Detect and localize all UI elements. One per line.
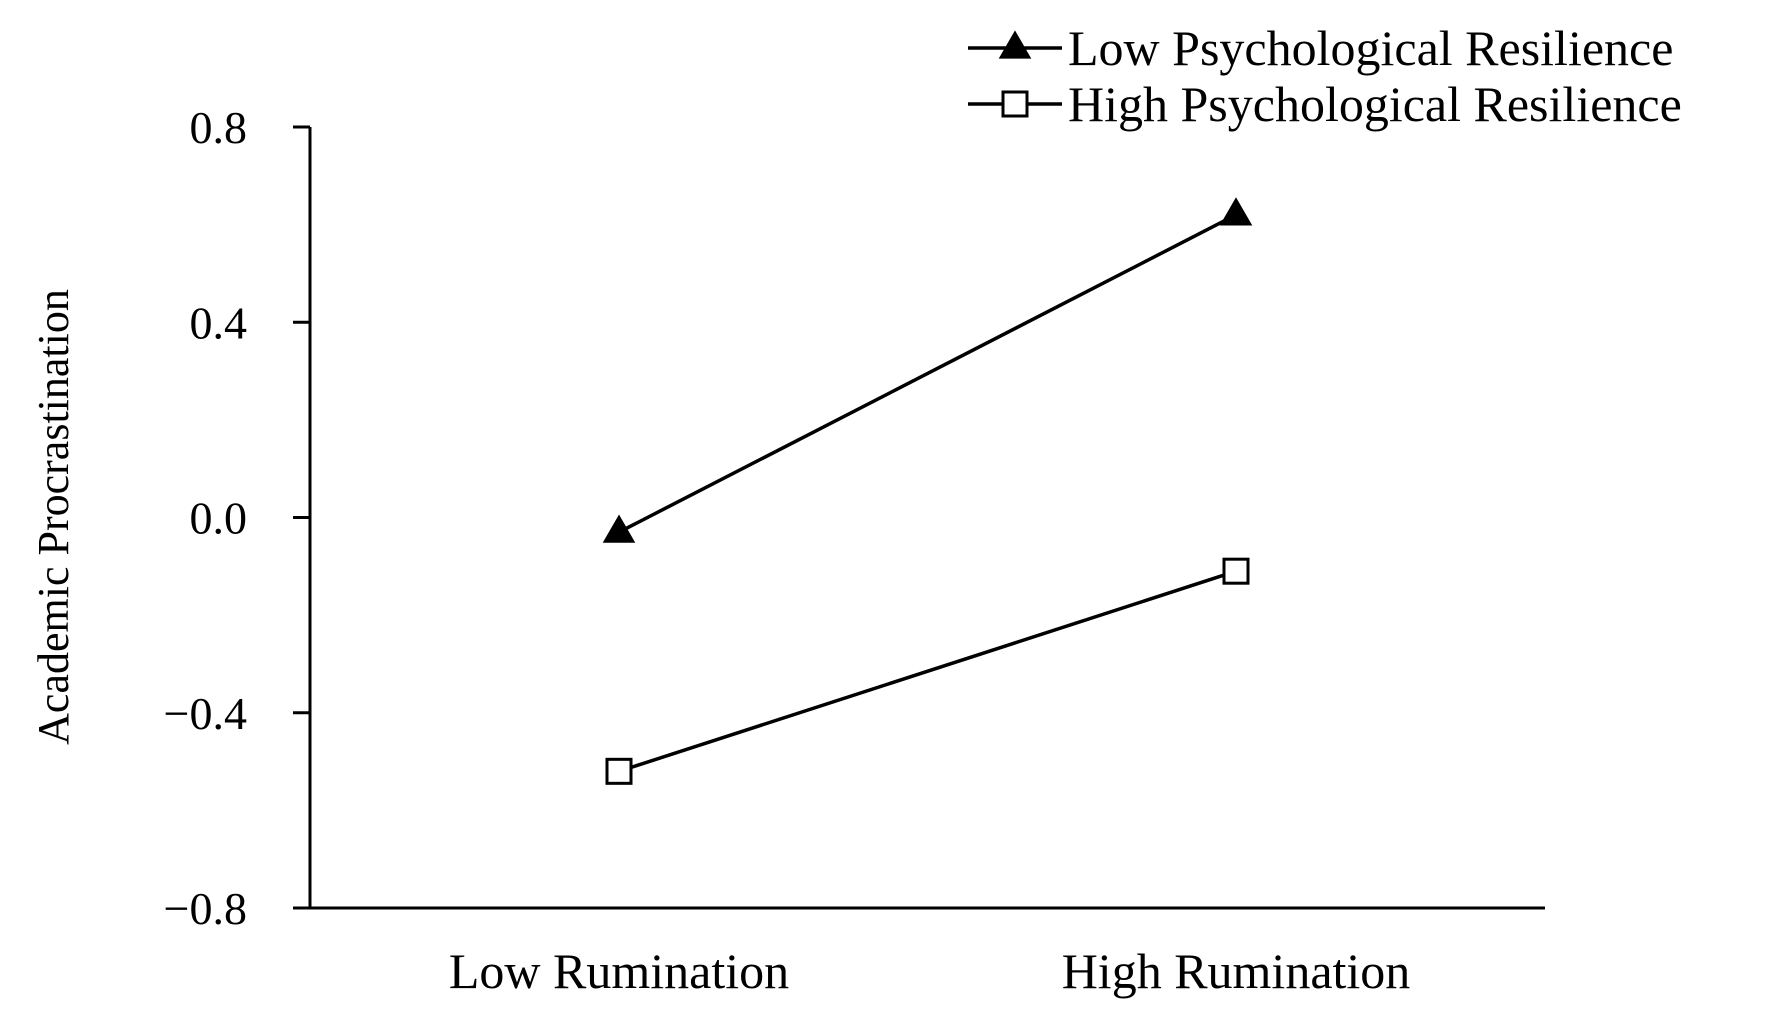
legend-item: Low Psychological Resilience bbox=[968, 20, 1673, 76]
legend-marker bbox=[1001, 90, 1029, 118]
series-2 bbox=[605, 557, 1250, 785]
data-point-marker bbox=[602, 514, 636, 543]
x-tick-label: High Rumination bbox=[1062, 943, 1411, 999]
legend-label: Low Psychological Resilience bbox=[1068, 20, 1673, 76]
x-tick-label: Low Rumination bbox=[449, 943, 789, 999]
y-tick-label: 0.4 bbox=[190, 297, 248, 348]
series-line bbox=[618, 569, 1237, 773]
legend-marker bbox=[998, 30, 1032, 59]
data-point-marker bbox=[1219, 197, 1253, 226]
series-line bbox=[618, 213, 1237, 534]
y-tick-label: 0.0 bbox=[190, 493, 248, 544]
data-point-marker bbox=[1222, 557, 1250, 585]
x-tick-labels: Low Rumination High Rumination bbox=[449, 943, 1410, 999]
axes bbox=[308, 127, 1545, 910]
series bbox=[602, 197, 1253, 785]
legend-item: High Psychological Resilience bbox=[968, 76, 1682, 132]
y-tick-label: −0.4 bbox=[164, 688, 247, 739]
y-ticks: −0.8 −0.4 0.0 0.4 0.8 bbox=[164, 102, 310, 934]
y-tick-label: −0.8 bbox=[164, 883, 247, 934]
data-point-marker bbox=[605, 757, 633, 785]
y-axis-title: Academic Procrastination bbox=[29, 289, 78, 745]
legend-label: High Psychological Resilience bbox=[1068, 76, 1682, 132]
y-tick-label: 0.8 bbox=[190, 102, 248, 153]
series-1 bbox=[602, 197, 1253, 543]
